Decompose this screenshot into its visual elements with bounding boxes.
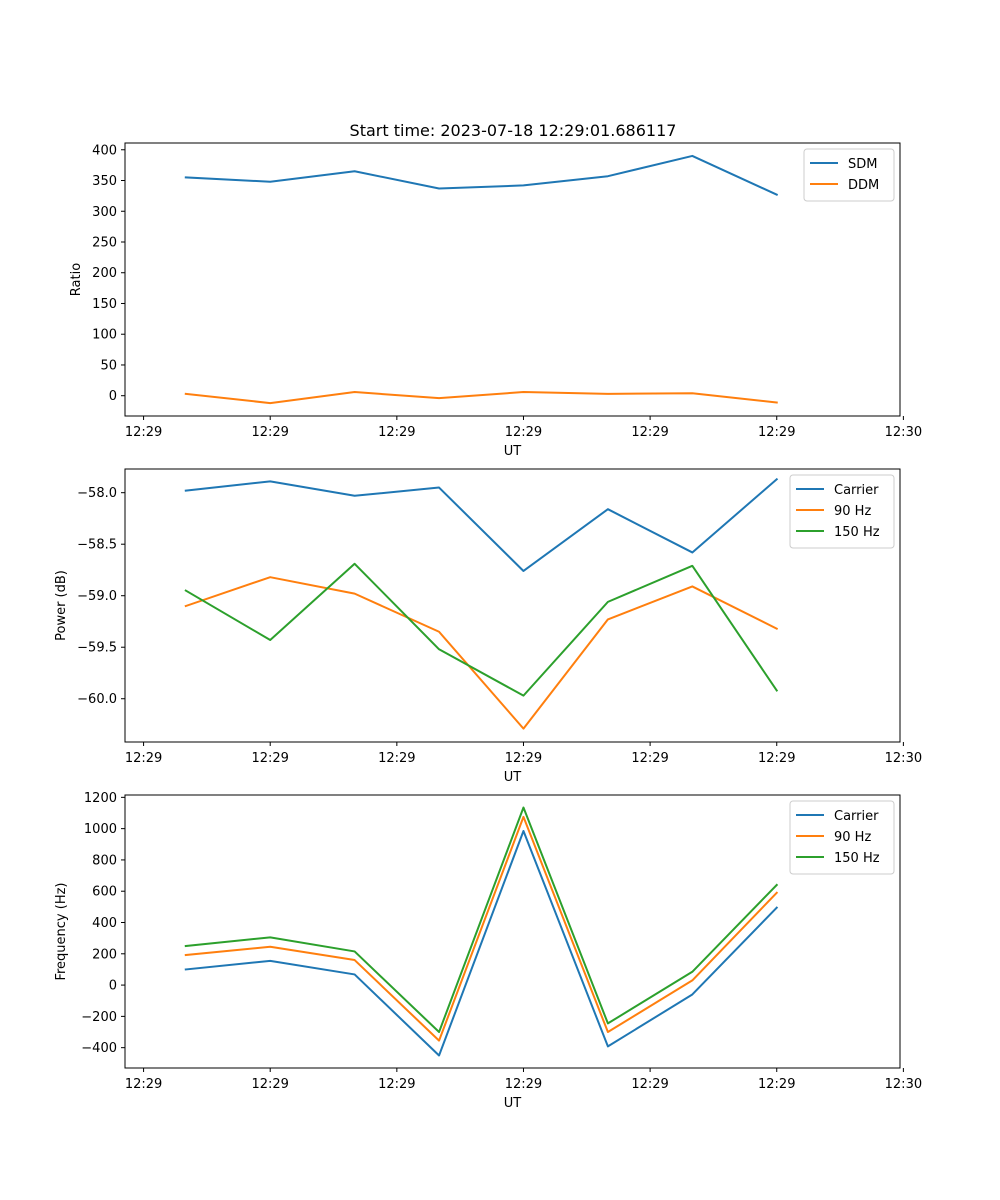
x-tick-label: 12:29	[505, 751, 542, 766]
y-tick-label: −58.5	[77, 538, 117, 553]
legend-box	[789, 800, 895, 875]
axes-frame	[124, 794, 901, 1069]
axes-frame	[124, 468, 901, 743]
y-tick-label: 600	[92, 885, 117, 900]
y-tick-label: −200	[81, 1010, 117, 1025]
series-line-carrier	[184, 829, 779, 1057]
y-tick-label: 200	[92, 947, 117, 962]
x-tick-label: 12:29	[758, 751, 795, 766]
x-tick-label: 12:29	[378, 425, 415, 440]
series-line-90-hz	[184, 815, 779, 1042]
y-tick-label: −59.0	[77, 589, 117, 604]
y-tick-label: 400	[92, 143, 117, 158]
y-tick-label: −400	[81, 1041, 117, 1056]
axes-frame	[124, 142, 901, 417]
y-tick-label: 1000	[84, 822, 117, 837]
legend: SDM DDM	[803, 148, 895, 202]
legend-label: Carrier	[834, 809, 879, 824]
x-tick-label: 12:29	[125, 425, 162, 440]
x-tick-label: 12:29	[251, 1077, 288, 1092]
y-tick-label: 1200	[84, 791, 117, 806]
chart-panel-1: 12:29 12:29 12:29 12:29 12:29 12:29 12:30 0 50 10…	[69, 142, 922, 459]
y-tick-label: −59.5	[77, 641, 117, 656]
x-axis-label: UT	[504, 444, 522, 459]
x-tick-label: 12:29	[378, 1077, 415, 1092]
x-tick-label: 12:29	[758, 425, 795, 440]
y-tick-label: 0	[109, 389, 117, 404]
figure-title: Start time: 2023-07-18 12:29:01.686117	[350, 121, 677, 140]
x-tick-label: 12:29	[251, 425, 288, 440]
chart-panel-3: 12:29 12:29 12:29 12:29 12:29 12:29 12:30 −400 −…	[54, 791, 922, 1111]
series-line-ddm	[184, 391, 778, 405]
legend: Carrier 90 Hz 150 Hz	[789, 474, 895, 549]
y-axis-label: Ratio	[69, 263, 84, 296]
x-axis-label: UT	[504, 770, 522, 785]
x-tick-label: 12:29	[251, 751, 288, 766]
y-tick-label: 400	[92, 916, 117, 931]
y-tick-label: 250	[92, 235, 117, 250]
legend-label: 90 Hz	[834, 504, 871, 519]
legend-label: Carrier	[834, 483, 879, 498]
x-tick-label: 12:29	[125, 751, 162, 766]
y-tick-label: 200	[92, 266, 117, 281]
y-tick-label: 800	[92, 853, 117, 868]
series-line-90-hz	[184, 576, 779, 730]
y-tick-label: −60.0	[77, 692, 117, 707]
y-axis-label: Power (dB)	[54, 570, 69, 641]
x-tick-label: 12:29	[758, 1077, 795, 1092]
series-line-carrier	[184, 477, 779, 572]
y-tick-label: −58.0	[77, 486, 117, 501]
legend-label: 150 Hz	[834, 851, 880, 866]
y-tick-label: 350	[92, 174, 117, 189]
chart-panel-2: 12:29 12:29 12:29 12:29 12:29 12:29 12:30 −60.0…	[54, 468, 922, 785]
x-tick-label: 12:30	[885, 751, 922, 766]
series-line-sdm	[184, 154, 779, 196]
y-tick-label: 150	[92, 297, 117, 312]
x-tick-label: 12:29	[631, 751, 668, 766]
x-tick-label: 12:30	[885, 1077, 922, 1092]
series-line-150-hz	[184, 562, 779, 697]
legend-label: SDM	[848, 157, 877, 172]
y-tick-label: 100	[92, 328, 117, 343]
y-tick-label: 300	[92, 205, 117, 220]
legend-label: DDM	[848, 178, 879, 193]
x-tick-label: 12:30	[885, 425, 922, 440]
series-line-150-hz	[184, 806, 779, 1034]
chart-panels: 12:29 12:29 12:29 12:29 12:29 12:29 12:30 0 50 10…	[54, 142, 922, 1111]
x-tick-label: 12:29	[505, 1077, 542, 1092]
x-tick-label: 12:29	[631, 1077, 668, 1092]
x-axis-label: UT	[504, 1096, 522, 1111]
y-axis-label: Frequency (Hz)	[54, 882, 69, 980]
y-tick-label: 50	[100, 358, 117, 373]
legend-box	[789, 474, 895, 549]
x-tick-label: 12:29	[125, 1077, 162, 1092]
legend-label: 90 Hz	[834, 830, 871, 845]
legend: Carrier 90 Hz 150 Hz	[789, 800, 895, 875]
x-tick-label: 12:29	[505, 425, 542, 440]
x-tick-label: 12:29	[631, 425, 668, 440]
legend-label: 150 Hz	[834, 525, 880, 540]
y-tick-label: 0	[109, 979, 117, 994]
x-tick-label: 12:29	[378, 751, 415, 766]
